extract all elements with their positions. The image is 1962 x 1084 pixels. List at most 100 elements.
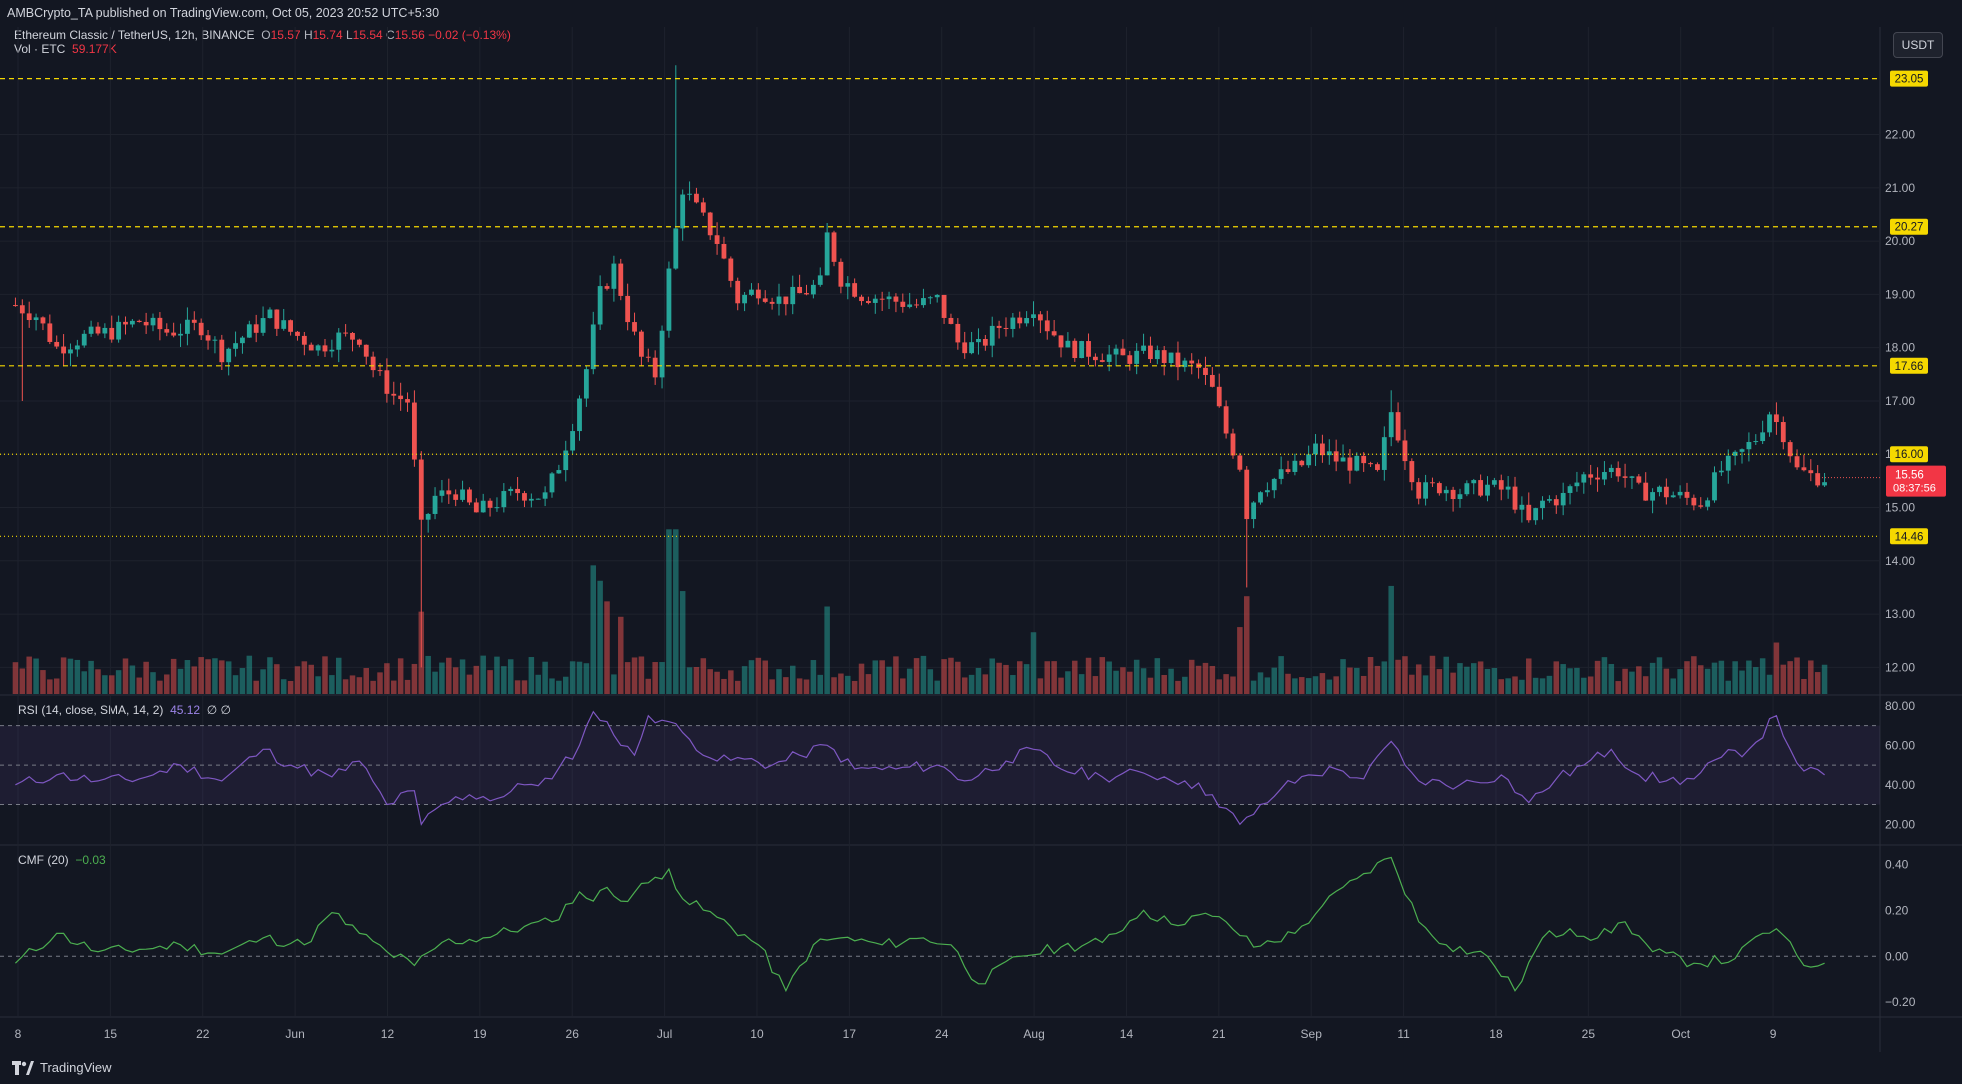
volume-bar xyxy=(1127,671,1133,694)
candle-body xyxy=(1416,482,1422,499)
volume-bar xyxy=(1581,677,1587,694)
candle-body xyxy=(467,489,472,503)
candle-body xyxy=(1065,340,1071,348)
volume-bar xyxy=(1209,665,1216,694)
open-value: 15.57 xyxy=(270,28,301,42)
candle-body xyxy=(1051,331,1057,336)
candle-body xyxy=(1375,464,1380,470)
candle-body xyxy=(1196,363,1201,368)
candle-body xyxy=(556,470,562,474)
candle-body xyxy=(570,431,576,451)
volume-bar xyxy=(487,670,493,694)
candle-body xyxy=(1423,482,1428,499)
volume-bar xyxy=(638,656,645,694)
candle-body xyxy=(1663,486,1669,498)
candle-body xyxy=(370,356,376,371)
volume-bar xyxy=(1216,679,1222,694)
time-tick-label: Jul xyxy=(657,1027,672,1041)
last-price-label: 15.56 xyxy=(1895,470,1924,482)
candle-body xyxy=(1044,320,1050,332)
level-price-label: 20.27 xyxy=(1895,222,1924,234)
candle-body xyxy=(54,341,60,347)
volume-bar xyxy=(177,668,184,694)
volume-bar xyxy=(913,658,920,694)
candle-body xyxy=(473,502,479,513)
volume-bar xyxy=(1505,678,1511,694)
candle-body xyxy=(1574,482,1580,487)
candle-body xyxy=(989,325,995,346)
candle-body xyxy=(1278,469,1284,479)
time-tick-label: 22 xyxy=(196,1027,210,1041)
volume-bar xyxy=(1065,671,1071,694)
volume-bar xyxy=(370,680,376,694)
level-price-label: 17.66 xyxy=(1895,361,1924,373)
candle-body xyxy=(1705,500,1711,507)
cmf-tick-label: 0.40 xyxy=(1885,857,1909,871)
volume-bar xyxy=(459,659,466,694)
chart-canvas[interactable]: 12.00 13.00 14.00 15.00 16.00 17.00 18.00 19.00… xyxy=(0,0,1962,1052)
candle-body xyxy=(343,332,349,334)
volume-bar xyxy=(1436,669,1443,694)
volume-bar xyxy=(501,666,507,694)
volume-bar xyxy=(535,674,541,694)
candle-body xyxy=(1739,449,1745,452)
candle-body xyxy=(762,298,768,302)
volume-label[interactable]: Vol · ETC xyxy=(14,42,66,56)
candle-body xyxy=(1602,472,1607,480)
candle-body xyxy=(776,296,782,304)
candle-body xyxy=(308,344,314,351)
candle-body xyxy=(797,286,803,294)
volume-bar xyxy=(473,665,480,694)
cmf-title[interactable]: CMF (20) xyxy=(18,853,69,867)
volume-bar xyxy=(1278,656,1284,694)
candle-body xyxy=(150,317,156,326)
candle-body xyxy=(632,322,637,332)
volume-bar xyxy=(1292,678,1298,694)
candle-body xyxy=(1595,477,1600,480)
price-tick-label: 15.00 xyxy=(1885,501,1915,515)
cmf-tick-label: 0.00 xyxy=(1885,949,1909,963)
candle-body xyxy=(934,294,940,298)
volume-bar xyxy=(1574,667,1580,694)
candle-body xyxy=(742,294,747,304)
volume-bar xyxy=(1546,675,1553,694)
volume-bar xyxy=(102,675,108,694)
volume-bar xyxy=(1464,666,1470,694)
volume-bar xyxy=(1457,663,1463,694)
volume-bar xyxy=(1539,678,1546,694)
candle-body xyxy=(824,232,830,276)
time-tick-label: Aug xyxy=(1023,1027,1044,1041)
price-tick-label: 22.00 xyxy=(1885,128,1915,142)
volume-bar xyxy=(1704,668,1711,694)
candle-body xyxy=(384,370,390,394)
volume-bar xyxy=(1085,657,1092,694)
volume-bar xyxy=(1498,679,1505,694)
candle-body xyxy=(707,212,713,236)
candle-body xyxy=(804,293,809,295)
volume-bar xyxy=(1739,670,1745,694)
currency-unit-button[interactable]: USDT xyxy=(1893,32,1943,58)
candle-body xyxy=(350,332,355,340)
candle-body xyxy=(164,329,170,333)
candle-body xyxy=(577,398,582,432)
publish-info-bar: AMBCrypto_TA published on TradingView.co… xyxy=(0,0,1962,27)
candle-body xyxy=(377,370,383,372)
candle-body xyxy=(1436,483,1442,494)
volume-bar xyxy=(817,674,824,694)
candle-body xyxy=(412,402,417,460)
rsi-extra: ∅ ∅ xyxy=(206,703,232,717)
volume-bar xyxy=(1663,668,1670,694)
candle-body xyxy=(1141,345,1146,351)
change-value: −0.02 (−0.13%) xyxy=(428,28,511,42)
candle-body xyxy=(694,193,699,203)
volume-bar xyxy=(60,657,67,694)
candle-body xyxy=(831,232,837,262)
candle-body xyxy=(1216,386,1222,407)
tradingview-logo[interactable]: TradingView xyxy=(12,1060,112,1075)
level-price-badge xyxy=(1890,218,1928,235)
symbol-name[interactable]: Ethereum Classic / TetherUS, 12h, BINANC… xyxy=(14,28,255,42)
volume-bar xyxy=(645,678,652,694)
rsi-title[interactable]: RSI (14, close, SMA, 14, 2) xyxy=(18,703,164,717)
volume-bar xyxy=(1615,681,1621,694)
volume-bar xyxy=(989,658,995,694)
